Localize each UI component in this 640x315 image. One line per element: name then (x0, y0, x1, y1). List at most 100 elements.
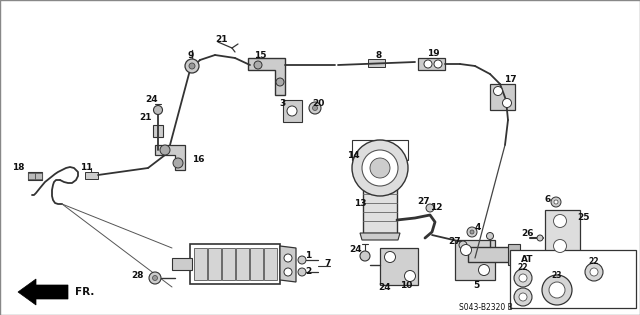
Polygon shape (222, 248, 235, 280)
Circle shape (537, 235, 543, 241)
Text: 14: 14 (347, 151, 359, 159)
Text: 23: 23 (552, 271, 563, 279)
Text: 20: 20 (312, 99, 324, 107)
Text: 5: 5 (473, 280, 479, 289)
Circle shape (486, 232, 493, 239)
Text: 28: 28 (132, 272, 144, 280)
Circle shape (514, 288, 532, 306)
Circle shape (585, 263, 603, 281)
Polygon shape (236, 248, 249, 280)
Circle shape (154, 106, 163, 114)
Polygon shape (85, 172, 98, 179)
Text: 17: 17 (504, 76, 516, 84)
Polygon shape (172, 258, 192, 270)
Text: 19: 19 (427, 49, 439, 59)
Text: 15: 15 (253, 50, 266, 60)
Circle shape (370, 158, 390, 178)
Text: 22: 22 (589, 256, 599, 266)
Circle shape (173, 158, 183, 168)
Circle shape (461, 244, 472, 255)
Circle shape (276, 78, 284, 86)
Circle shape (149, 272, 161, 284)
Text: 13: 13 (354, 199, 366, 209)
Circle shape (152, 276, 157, 280)
Text: 18: 18 (12, 163, 24, 173)
Polygon shape (508, 244, 520, 265)
Circle shape (554, 215, 566, 227)
Polygon shape (490, 84, 515, 110)
Circle shape (424, 60, 432, 68)
Polygon shape (368, 59, 385, 67)
Polygon shape (360, 233, 400, 240)
Text: 10: 10 (400, 282, 412, 290)
Bar (352, 140, 408, 160)
Text: 24: 24 (379, 284, 391, 293)
Text: 9: 9 (188, 51, 194, 60)
Text: 4: 4 (475, 224, 481, 232)
Text: 27: 27 (418, 198, 430, 207)
Circle shape (549, 282, 565, 298)
Circle shape (519, 293, 527, 301)
Text: 24: 24 (146, 95, 158, 105)
Circle shape (590, 268, 598, 276)
Polygon shape (264, 248, 277, 280)
Circle shape (554, 200, 558, 204)
Polygon shape (208, 248, 221, 280)
Circle shape (542, 275, 572, 305)
Polygon shape (155, 145, 185, 170)
Polygon shape (28, 173, 35, 179)
Text: 8: 8 (376, 50, 382, 60)
Circle shape (284, 268, 292, 276)
Polygon shape (250, 248, 263, 280)
Polygon shape (455, 240, 495, 280)
Circle shape (434, 60, 442, 68)
Polygon shape (280, 246, 296, 282)
Circle shape (467, 227, 477, 237)
Circle shape (362, 150, 398, 186)
Text: 6: 6 (545, 194, 551, 203)
Text: 26: 26 (521, 230, 533, 238)
Circle shape (298, 256, 306, 264)
Circle shape (470, 230, 474, 234)
Circle shape (493, 87, 502, 95)
Circle shape (426, 204, 434, 212)
Text: 22: 22 (518, 264, 528, 272)
Polygon shape (380, 248, 418, 285)
Text: 11: 11 (80, 163, 92, 173)
Bar (510, 250, 636, 308)
Circle shape (352, 140, 408, 196)
Circle shape (385, 251, 396, 262)
Circle shape (298, 268, 306, 276)
Polygon shape (248, 58, 285, 95)
Circle shape (360, 251, 370, 261)
Circle shape (459, 241, 467, 249)
Circle shape (254, 61, 262, 69)
Circle shape (519, 274, 527, 282)
Polygon shape (418, 58, 445, 70)
Polygon shape (18, 279, 68, 305)
Polygon shape (194, 248, 207, 280)
Text: 25: 25 (578, 214, 590, 222)
Bar (363, 188, 397, 233)
Text: 1: 1 (305, 251, 311, 261)
Text: 24: 24 (349, 245, 362, 255)
Text: 12: 12 (429, 203, 442, 211)
Text: 21: 21 (215, 36, 227, 44)
Polygon shape (468, 247, 510, 262)
Text: 27: 27 (449, 237, 461, 245)
Text: 3: 3 (280, 100, 286, 108)
Polygon shape (545, 210, 580, 258)
Text: 16: 16 (192, 156, 204, 164)
Text: FR.: FR. (76, 287, 95, 297)
Polygon shape (283, 100, 302, 122)
Circle shape (479, 265, 490, 276)
Circle shape (312, 106, 317, 111)
Circle shape (309, 102, 321, 114)
Circle shape (554, 239, 566, 253)
Circle shape (189, 63, 195, 69)
Text: 21: 21 (139, 113, 151, 123)
Circle shape (514, 269, 532, 287)
Text: AT: AT (521, 255, 533, 265)
Circle shape (287, 106, 297, 116)
Polygon shape (28, 172, 42, 180)
